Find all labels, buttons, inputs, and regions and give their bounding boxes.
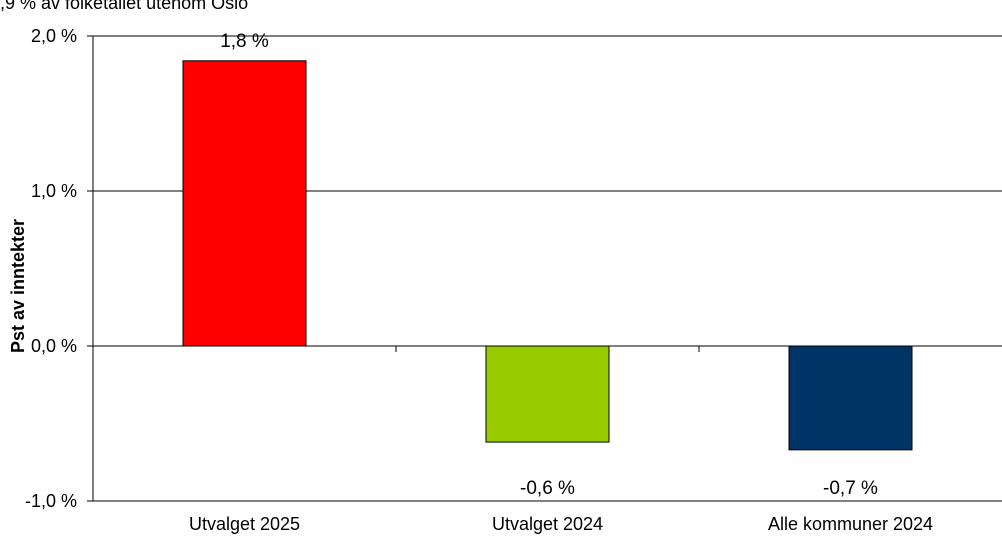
chart-subtitle: 0,9 % av folketallet utenom Oslo (0, 0, 248, 13)
data-label: 1,8 % (220, 31, 269, 52)
y-tick-label: -1,0 % (25, 491, 77, 511)
y-axis-title: Pst av inntekter (8, 219, 28, 353)
x-category-label: Alle kommuner 2024 (768, 514, 933, 534)
y-tick-label: 0,0 % (31, 336, 77, 356)
y-tick-label: 2,0 % (31, 26, 77, 46)
bar (182, 60, 307, 347)
data-label: -0,6 % (520, 478, 575, 499)
labels: 2,0 % 1,0 % 0,0 % -1,0 % 1,8 % Utvalget 2025 -… (25, 26, 933, 534)
y-tick-label: 1,0 % (31, 181, 77, 201)
bars (182, 60, 913, 451)
data-label: -0,7 % (823, 478, 878, 499)
bar (485, 345, 610, 443)
x-category-label: Utvalget 2025 (189, 514, 300, 534)
bar (788, 345, 913, 451)
axes (87, 35, 1002, 502)
x-category-label: Utvalget 2024 (492, 514, 603, 534)
